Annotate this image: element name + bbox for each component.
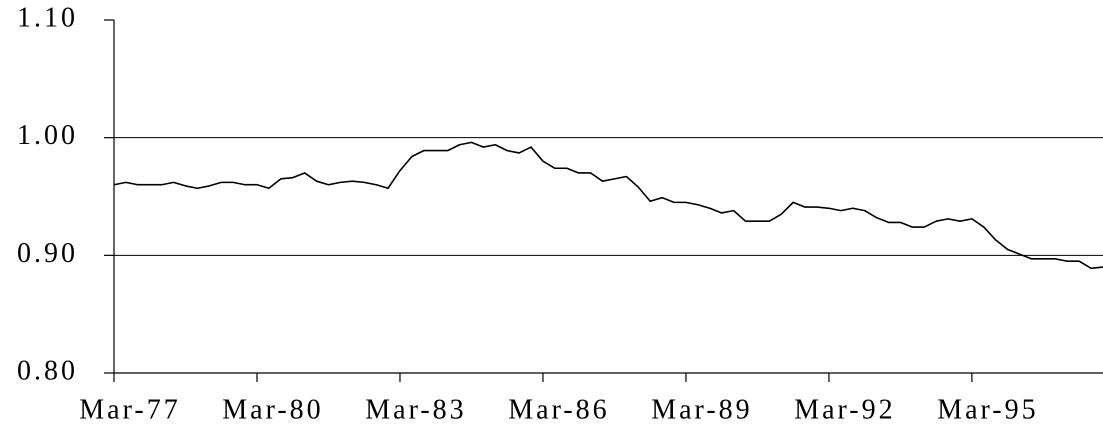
x-tick-label: Mar-86	[508, 394, 609, 425]
y-tick-label: 1.10	[17, 2, 78, 33]
x-tick-label: Mar-80	[222, 394, 323, 425]
y-tick-label: 0.90	[17, 238, 78, 269]
y-tick-label: 1.00	[17, 120, 78, 151]
x-tick-label: Mar-95	[937, 394, 1038, 425]
x-tick-label: Mar-77	[79, 394, 180, 425]
x-tick-label: Mar-92	[794, 394, 895, 425]
line	[113, 141, 1103, 270]
x-tick-label: Mar-83	[365, 394, 466, 425]
x-tick-label: Mar-89	[651, 394, 752, 425]
y-tick-label: 0.80	[17, 355, 78, 386]
